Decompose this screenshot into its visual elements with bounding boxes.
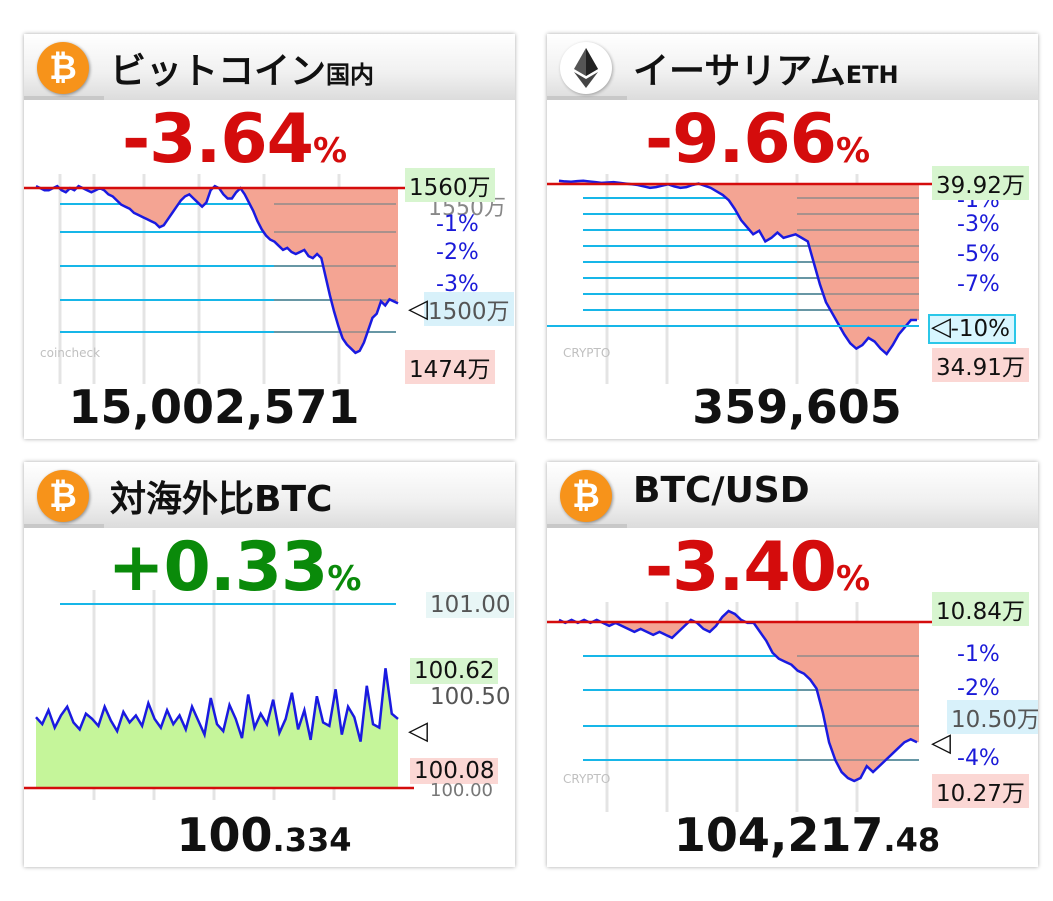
current-price-pointer: ◁ [408,716,428,746]
watermark: coincheck [40,346,101,360]
decline-area [36,186,398,353]
change-percent: -9.66% [644,100,870,179]
panel-overseas-ratio[interactable]: ₿ 対海外比BTC +0.33% 101.00 100.62 100.50 ◁ … [24,462,515,867]
low-price-tag: 100.08 [410,758,499,784]
panel-btc-usd[interactable]: ₿ BTC/USD -3.40% CRYPTO -1% -2% -4% 10.8… [547,462,1038,867]
price-line [558,609,918,783]
pct-level: -2% [436,240,479,265]
low-price-tag: 1474万 [405,350,495,384]
panel-header [24,34,515,100]
decline-area [559,180,919,354]
pct-level: -1% [436,212,479,237]
current-price: 100.334 [176,808,352,862]
price-line [35,668,399,742]
low-price-tag: 10.27万 [932,774,1029,808]
ref-price-label: 101.00 [426,592,515,618]
panel-eth[interactable]: イーサリアムETH -9.66% CRYPTO -1% -3% -5% -7% … [547,34,1038,439]
price-chart [24,590,414,800]
gain-area [36,668,398,788]
high-price-tag: 100.62 [410,658,499,684]
pct-level: -1% [957,642,1000,667]
bitcoin-icon: ₿ [560,470,612,522]
price-chart [547,174,937,384]
ref-price-label: 100.50 [430,684,511,710]
price-chart [547,602,937,812]
watermark: CRYPTO [563,772,611,786]
panel-header [547,462,1038,528]
pct-level: -4% [957,746,1000,771]
current-price-pointer: ◁ [931,728,951,758]
panel-title: ビットコイン国内 [110,51,375,92]
panel-header [547,34,1038,100]
change-percent: +0.33% [107,528,362,607]
panel-title: BTC/USD [633,470,810,511]
watermark: CRYPTO [563,346,611,360]
pct-level: -5% [957,242,1000,267]
current-price-pointer: ◁ [931,312,951,342]
low-price-tag: 34.91万 [932,348,1029,382]
change-percent: -3.40% [644,528,870,607]
pct-level: -2% [957,676,1000,701]
current-price: 15,002,571 [68,380,360,434]
ref-price-label: 100.00 [430,780,493,801]
bitcoin-icon: ₿ [37,42,89,94]
current-price-pointer: ◁ [408,294,428,324]
high-price-tag: 39.92万 [932,166,1029,200]
panel-title: イーサリアムETH [633,51,899,92]
current-price: 104,217.48 [673,808,941,862]
price-chart [24,174,414,384]
decline-area [559,610,919,782]
current-price-tag: 10.50万 [947,700,1038,734]
panel-header [24,462,515,528]
panel-btc-jp[interactable]: ₿ ビットコイン国内 -3.64% coincheck 1550万 -1% -2… [24,34,515,439]
ethereum-icon [560,42,612,94]
high-price-tag: 10.84万 [932,592,1029,626]
current-price: 359,605 [692,380,902,434]
change-percent: -3.64% [121,100,347,179]
panel-title: 対海外比BTC [110,479,333,520]
price-line [558,179,917,356]
pct-level: -3% [957,212,1000,237]
bitcoin-icon: ₿ [37,470,89,522]
current-price-tag: -10% [928,314,1016,344]
pct-level: -7% [957,272,1000,297]
high-price-tag: 1560万 [405,168,495,202]
current-price-tag: 1500万 [424,292,514,326]
